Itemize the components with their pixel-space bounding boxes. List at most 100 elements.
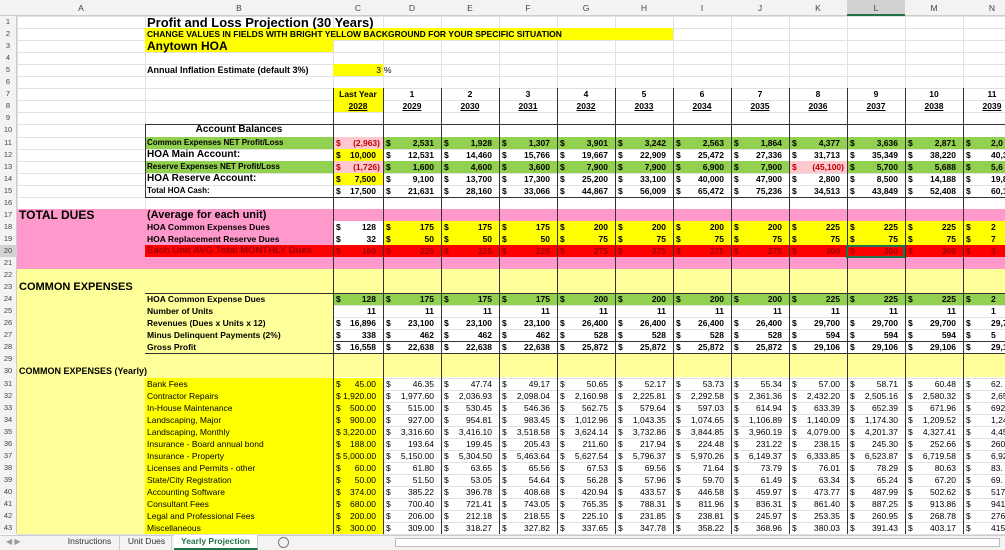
currency-symbol: $ [336, 511, 341, 522]
cell-value: 63.65 [470, 462, 492, 473]
currency-symbol: $ [386, 149, 391, 160]
cell-value: 743.05 [524, 499, 550, 509]
row-number: 4 [5, 53, 11, 63]
row-number: 21 [3, 258, 13, 267]
currency-symbol: $ [792, 330, 797, 341]
cell-value: 31,713 [814, 149, 840, 160]
cell-value: 396.78 [466, 486, 492, 497]
currency-symbol: $ [734, 318, 739, 329]
currency-symbol: $ [734, 390, 739, 401]
column-header: M [930, 3, 938, 13]
cell-value: 408.68 [524, 486, 550, 497]
cell-value: 300.00 [350, 523, 376, 534]
currency-symbol: $ [560, 511, 565, 522]
currency-symbol: $ [444, 426, 449, 437]
cell-value: 1,209.52 [922, 414, 956, 425]
currency-symbol: $ [908, 402, 913, 413]
currency-symbol: $ [908, 330, 913, 341]
row-number: 41 [3, 499, 13, 508]
year: 2036 [808, 101, 828, 112]
currency-symbol: $ [734, 221, 739, 232]
cell-fill [145, 40, 333, 53]
currency-symbol: $ [386, 499, 391, 509]
cell-value: 8,500 [876, 173, 898, 184]
currency-symbol: $ [444, 221, 449, 232]
currency-symbol: $ [966, 294, 971, 305]
currency-symbol: $ [560, 149, 565, 160]
cell-value: 2,0 [991, 137, 1003, 148]
currency-symbol: $ [966, 462, 971, 473]
currency-symbol: $ [792, 426, 797, 437]
currency-symbol: $ [850, 149, 855, 160]
cell-fill [333, 88, 383, 113]
add-sheet-button[interactable] [278, 537, 289, 548]
year: 2039 [982, 101, 1002, 112]
row-label: HOA Common Expense Dues [147, 294, 266, 305]
cell-border [145, 293, 1005, 295]
sheet-tab[interactable]: Instructions [60, 535, 120, 550]
cell-value: 47.74 [470, 378, 492, 389]
period: 4 [583, 89, 589, 100]
currency-symbol: $ [734, 462, 739, 473]
cell-value: 7,900 [644, 161, 666, 172]
currency-symbol: $ [850, 173, 855, 184]
cell-value: 193.64 [408, 438, 434, 449]
grid-line [17, 485, 1005, 487]
currency-symbol: $ [618, 474, 623, 485]
currency-symbol: $ [792, 390, 797, 401]
cell-value: 33,100 [640, 173, 666, 184]
currency-symbol: $ [792, 245, 797, 256]
cell-value: 2,432.20 [806, 390, 840, 401]
cell-value: 25,872 [582, 342, 608, 353]
cell-value: 338 [361, 330, 376, 341]
currency-symbol: $ [734, 450, 739, 461]
currency-symbol: $ [560, 233, 565, 244]
currency-symbol: $ [850, 499, 855, 509]
currency-symbol: $ [336, 438, 341, 449]
cell-border [557, 88, 558, 535]
cell-value: 462 [419, 330, 434, 341]
currency-symbol: $ [444, 233, 449, 244]
currency-symbol: $ [850, 294, 855, 305]
cell-value: 260. [991, 438, 1005, 449]
cell-value: 2,580.32 [922, 390, 956, 401]
currency-symbol: $ [618, 342, 623, 353]
cell-value: 594 [883, 330, 898, 341]
row-header-active [0, 244, 17, 257]
row-label: Licenses and Permits - other [147, 462, 256, 473]
currency-symbol: $ [336, 378, 341, 389]
section-heading: TOTAL DUES [19, 208, 95, 222]
cell-value: 253.35 [814, 511, 840, 522]
cell-value: 3,732.86 [632, 426, 666, 437]
currency-symbol: $ [560, 137, 565, 148]
cell-value: 38,220 [930, 149, 956, 160]
column-header-active [847, 0, 905, 16]
currency-symbol: $ [676, 523, 681, 534]
currency-symbol: $ [444, 499, 449, 509]
currency-symbol: $ [444, 390, 449, 401]
currency-symbol: $ [850, 450, 855, 461]
cell-value: 337.65 [582, 523, 608, 534]
cell-border [333, 88, 334, 535]
row-number: 5 [5, 65, 11, 75]
currency-symbol: $ [618, 402, 623, 413]
row-label: Landscaping, Major [147, 414, 222, 425]
cell-value: 26,400 [698, 318, 724, 329]
cell-value: 56,009 [640, 185, 666, 196]
cell-border [441, 88, 442, 535]
sheet-tab[interactable]: Unit Dues [122, 535, 172, 550]
row-number: 22 [3, 270, 13, 280]
cell-value: 500.00 [350, 402, 376, 413]
cell-value: 260.95 [872, 511, 898, 522]
row-label: State/City Registration [147, 474, 232, 485]
cell-value: 1,043.35 [632, 414, 666, 425]
currency-symbol: $ [502, 173, 507, 184]
currency-symbol: $ [908, 462, 913, 473]
horizontal-scrollbar[interactable] [395, 538, 1000, 547]
currency-symbol: $ [560, 414, 565, 425]
cell-value: 175 [477, 294, 492, 305]
sheet-tab[interactable]: Yearly Projection [174, 535, 258, 550]
currency-symbol: $ [676, 499, 681, 509]
cell-value: 788.31 [640, 499, 666, 509]
cell-value: 954.81 [466, 414, 492, 425]
